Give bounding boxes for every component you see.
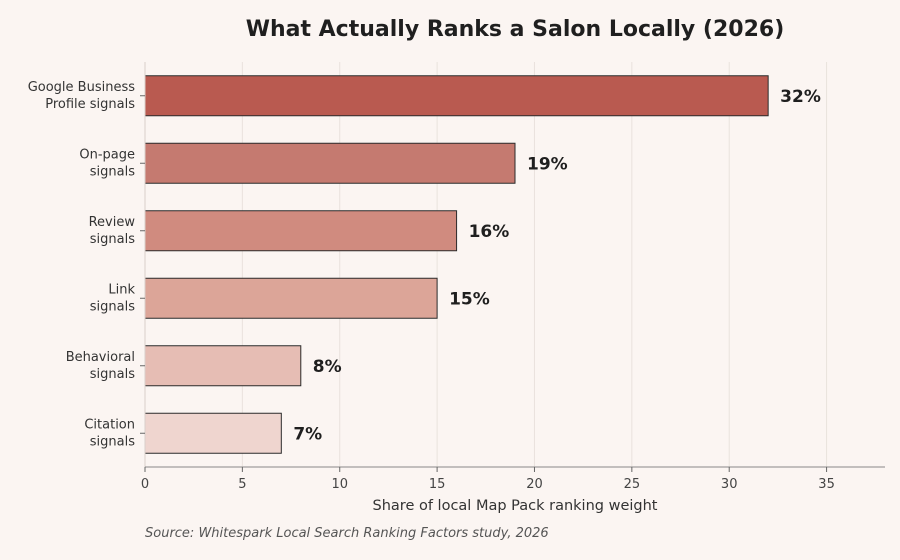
category-label: Review signals: [89, 215, 136, 247]
value-label: 19%: [527, 154, 568, 174]
bar: [144, 142, 516, 184]
bar: [144, 277, 438, 319]
source-note: Source: Whitespark Local Search Ranking …: [145, 526, 549, 541]
x-tick-label: 20: [526, 477, 543, 492]
category-label: On-page signals: [79, 147, 135, 179]
value-label: 32%: [780, 87, 821, 107]
x-axis-title: Share of local Map Pack ranking weight: [373, 498, 658, 514]
chart-title: What Actually Ranks a Salon Locally (202…: [246, 17, 785, 42]
grid: [144, 62, 828, 467]
bar: [144, 75, 769, 117]
value-label: 7%: [293, 424, 322, 444]
bar: [144, 412, 282, 454]
bar: [144, 345, 302, 387]
category-label: Behavioral signals: [66, 350, 136, 382]
x-tick-label: 25: [624, 477, 641, 492]
category-label: Link signals: [90, 282, 136, 314]
value-label: 16%: [469, 222, 510, 242]
x-tick-label: 0: [141, 477, 149, 492]
value-label: 8%: [313, 357, 342, 377]
x-tick-label: 30: [721, 477, 738, 492]
x-axis: 0 5 10 15 20 25 30 35 Google Business Profile sig…: [28, 62, 885, 492]
x-tick-label: 5: [238, 477, 246, 492]
bar: [144, 210, 458, 252]
category-label: Google Business Profile signals: [28, 80, 136, 112]
bars: 32% 19% 16% 15% 8% 7%: [144, 75, 821, 454]
category-label: Citation signals: [84, 417, 135, 449]
x-tick-label: 10: [331, 477, 348, 492]
x-tick-label: 35: [818, 477, 835, 492]
x-tick-label: 15: [429, 477, 446, 492]
value-label: 15%: [449, 289, 490, 309]
